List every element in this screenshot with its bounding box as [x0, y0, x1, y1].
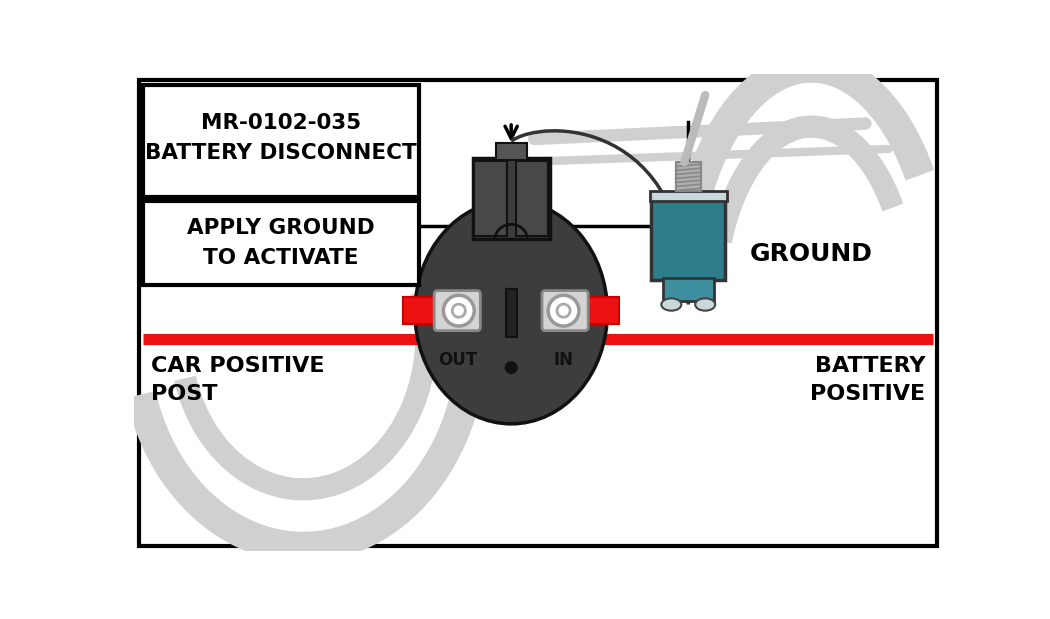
FancyBboxPatch shape — [542, 291, 588, 331]
Bar — [496, 143, 527, 160]
Bar — [475, 162, 506, 236]
Circle shape — [443, 295, 475, 326]
Bar — [663, 277, 714, 301]
Bar — [472, 158, 550, 239]
Circle shape — [548, 295, 579, 326]
Circle shape — [556, 304, 570, 317]
FancyBboxPatch shape — [435, 291, 481, 331]
Ellipse shape — [415, 201, 607, 424]
Ellipse shape — [695, 298, 715, 311]
Bar — [579, 297, 620, 324]
Bar — [516, 162, 548, 236]
Bar — [143, 201, 419, 285]
Circle shape — [453, 304, 465, 317]
Text: BATTERY
POSITIVE: BATTERY POSITIVE — [811, 357, 925, 404]
Circle shape — [505, 362, 517, 373]
Text: OUT: OUT — [438, 351, 477, 369]
Bar — [506, 289, 517, 337]
Bar — [650, 191, 727, 201]
Bar — [651, 199, 726, 280]
Bar — [403, 297, 443, 324]
Bar — [143, 85, 419, 197]
Text: CAR POSITIVE
POST: CAR POSITIVE POST — [151, 357, 324, 404]
Text: IN: IN — [553, 351, 573, 369]
Text: MR-0102-035
BATTERY DISCONNECT: MR-0102-035 BATTERY DISCONNECT — [145, 113, 417, 163]
Bar — [675, 162, 701, 191]
Text: APPLY GROUND
TO ACTIVATE: APPLY GROUND TO ACTIVATE — [187, 218, 375, 267]
Text: GROUND: GROUND — [750, 243, 873, 266]
Ellipse shape — [662, 298, 681, 311]
